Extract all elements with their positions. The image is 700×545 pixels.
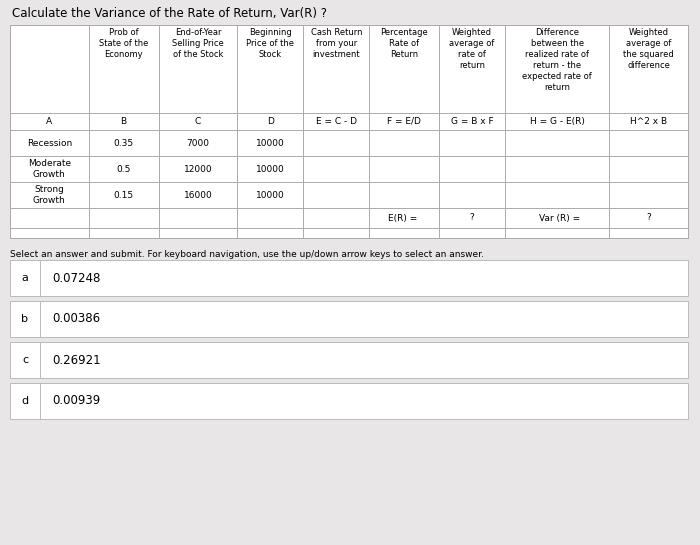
Text: E = C - D: E = C - D	[316, 117, 357, 126]
Text: c: c	[22, 355, 28, 365]
Text: 16000: 16000	[183, 191, 212, 199]
Text: a: a	[22, 273, 29, 283]
Text: 0.26921: 0.26921	[52, 354, 101, 366]
Text: 7000: 7000	[186, 138, 209, 148]
Text: Difference
between the
realized rate of
return - the
expected rate of
return: Difference between the realized rate of …	[522, 28, 592, 93]
Text: 10000: 10000	[256, 138, 285, 148]
Text: Weighted
average of
the squared
difference: Weighted average of the squared differen…	[623, 28, 674, 70]
Text: ?: ?	[470, 214, 475, 222]
Text: Percentage
Rate of
Return: Percentage Rate of Return	[380, 28, 428, 59]
Bar	[10, 260, 688, 296]
Text: 10000: 10000	[256, 191, 285, 199]
Text: 0.15: 0.15	[113, 191, 134, 199]
Text: 12000: 12000	[183, 165, 212, 173]
Text: Recession: Recession	[27, 138, 72, 148]
Text: Var (R) =: Var (R) =	[539, 214, 580, 222]
Text: Calculate the Variance of the Rate of Return, Var(R) ?: Calculate the Variance of the Rate of Re…	[12, 7, 327, 20]
Text: 0.35: 0.35	[113, 138, 134, 148]
Text: 10000: 10000	[256, 165, 285, 173]
Bar	[10, 25, 688, 238]
Bar	[10, 383, 688, 419]
Text: Prob of
State of the
Economy: Prob of State of the Economy	[99, 28, 148, 59]
Text: E(R) =: E(R) =	[388, 214, 417, 222]
Text: Strong
Growth: Strong Growth	[33, 185, 66, 205]
Text: ?: ?	[646, 214, 651, 222]
Text: A: A	[46, 117, 52, 126]
Text: H = G - E(R): H = G - E(R)	[530, 117, 584, 126]
Text: Moderate
Growth: Moderate Growth	[28, 159, 71, 179]
Text: End-of-Year
Selling Price
of the Stock: End-of-Year Selling Price of the Stock	[172, 28, 224, 59]
Text: d: d	[22, 396, 29, 406]
Text: C: C	[195, 117, 201, 126]
Text: 0.5: 0.5	[116, 165, 131, 173]
Text: F = E/D: F = E/D	[387, 117, 421, 126]
Text: B: B	[120, 117, 127, 126]
Text: Beginning
Price of the
Stock: Beginning Price of the Stock	[246, 28, 294, 59]
Text: Weighted
average of
rate of
return: Weighted average of rate of return	[449, 28, 495, 70]
Text: Select an answer and submit. For keyboard navigation, use the up/down arrow keys: Select an answer and submit. For keyboar…	[10, 250, 484, 259]
Bar	[10, 301, 688, 337]
Text: 0.00386: 0.00386	[52, 312, 100, 325]
Text: D: D	[267, 117, 274, 126]
Text: b: b	[22, 314, 29, 324]
Text: 0.07248: 0.07248	[52, 271, 100, 284]
Bar	[10, 342, 688, 378]
Text: G = B x F: G = B x F	[451, 117, 494, 126]
Text: H^2 x B: H^2 x B	[630, 117, 667, 126]
Text: Cash Return
from your
investment: Cash Return from your investment	[311, 28, 362, 59]
Text: 0.00939: 0.00939	[52, 395, 100, 408]
